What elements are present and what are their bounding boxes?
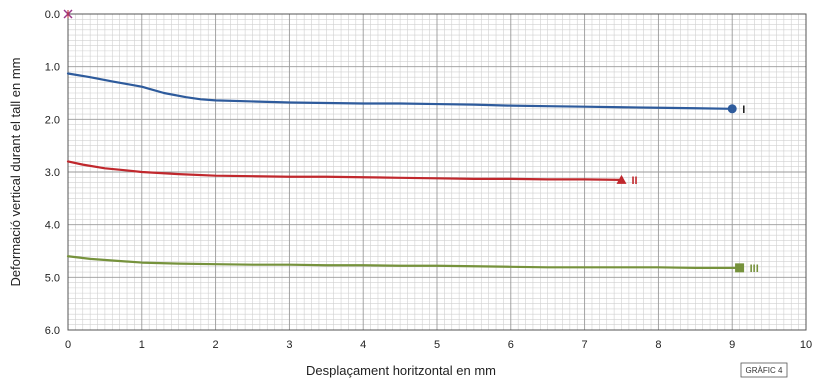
series-I: I	[66, 72, 745, 116]
y-axis-tick-labels: 0.0 1.0 2.0 3.0 4.0 5.0 6.0	[45, 9, 60, 337]
x-tick-label: 7	[582, 339, 588, 351]
series-end-marker-I	[727, 104, 737, 114]
y-tick-label: 5.0	[45, 272, 60, 284]
x-tick-label: 1	[139, 339, 145, 351]
series-line-III	[66, 255, 741, 269]
x-tick-label: 9	[729, 339, 735, 351]
series-label-III: III	[750, 263, 759, 275]
series-II: II	[66, 160, 638, 187]
y-tick-label: 2.0	[45, 114, 60, 126]
x-tick-label: 6	[508, 339, 514, 351]
x-tick-label: 10	[800, 339, 812, 351]
x-tick-label: 4	[360, 339, 366, 351]
chart-badge: GRÀFIC 4	[740, 362, 788, 378]
y-tick-label: 4.0	[45, 220, 60, 232]
origin-marker-layer	[63, 9, 73, 19]
x-tick-label: 8	[655, 339, 661, 351]
series-line-II	[66, 160, 623, 181]
x-axis-title: Desplaçament horitzontal en mm	[306, 363, 496, 378]
series-III: III	[66, 255, 759, 275]
y-tick-label: 6.0	[45, 325, 60, 337]
x-tick-label: 5	[434, 339, 440, 351]
series-end-marker-II	[616, 174, 627, 184]
y-tick-label: 0.0	[45, 9, 60, 21]
x-tick-label: 0	[65, 339, 71, 351]
y-axis-title: Deformació vertical durant el tall en mm	[8, 57, 23, 286]
chart-badge-box	[740, 362, 788, 378]
x-axis-tick-labels: 0 1 2 3 4 5 6 7 8 9 10	[65, 339, 812, 351]
plot-area-frame	[67, 13, 807, 331]
series-label-II: II	[632, 175, 638, 187]
series-end-marker-III	[735, 263, 745, 273]
series-line-I	[66, 72, 734, 110]
x-tick-label: 2	[213, 339, 219, 351]
x-tick-label: 3	[286, 339, 292, 351]
chart-badge-text: GRÀFIC 4	[746, 366, 783, 375]
y-tick-label: 1.0	[45, 62, 60, 74]
y-tick-label: 3.0	[45, 167, 60, 179]
series-label-I: I	[742, 104, 745, 116]
